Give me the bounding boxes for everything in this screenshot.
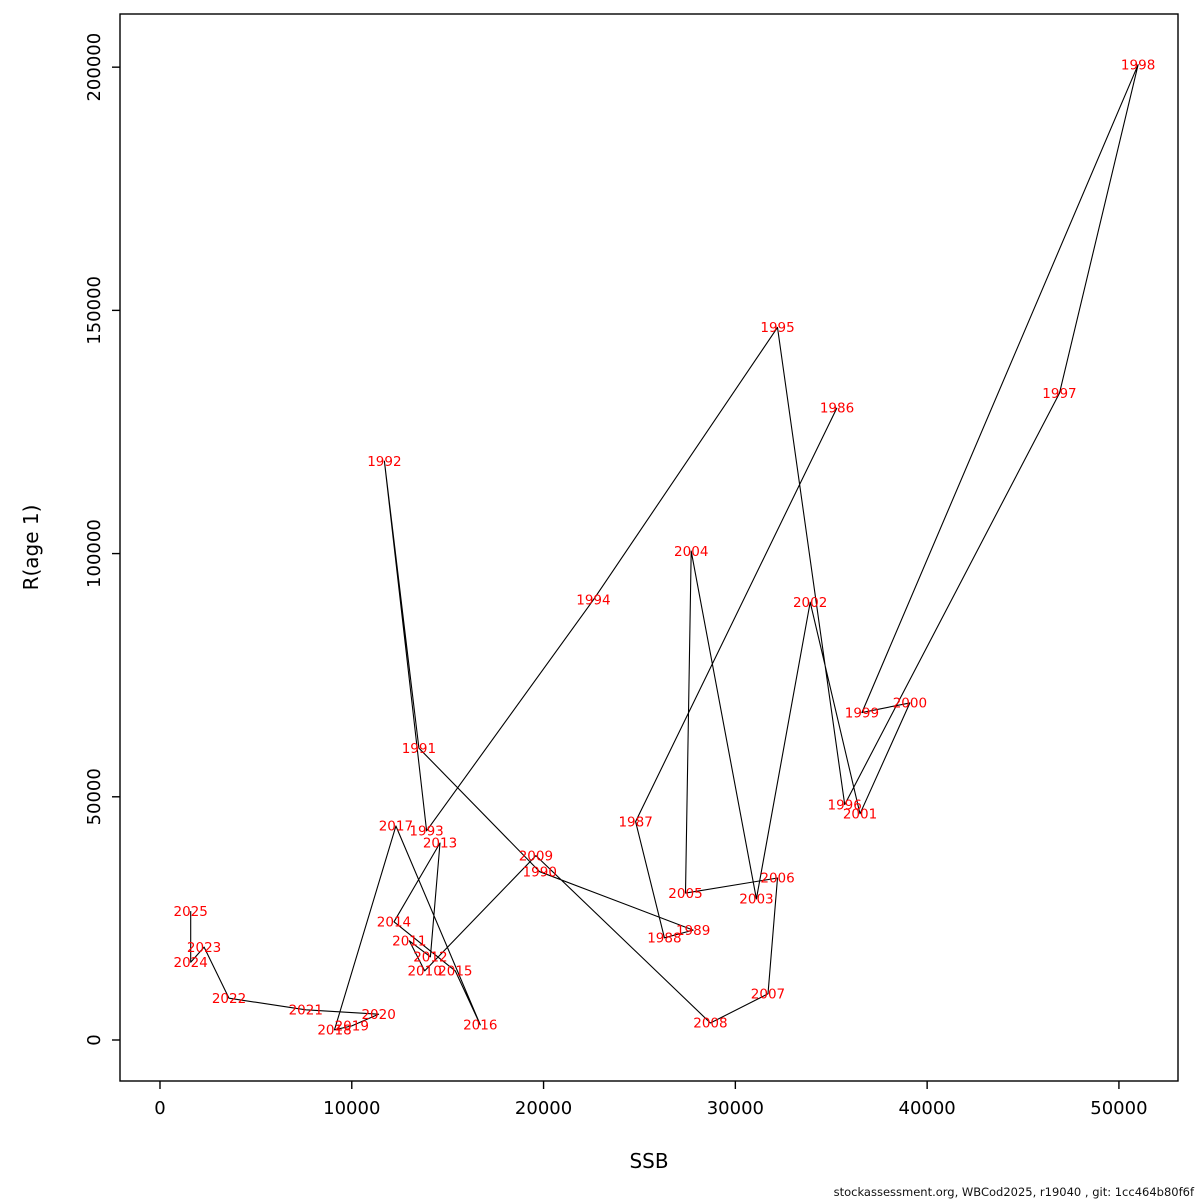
year-label-2004: 2004 — [674, 544, 708, 560]
x-tick-label: 50000 — [1090, 1098, 1147, 1119]
year-label-1991: 1991 — [402, 741, 436, 757]
year-label-2015: 2015 — [438, 964, 472, 980]
year-label-2005: 2005 — [668, 886, 702, 902]
year-label-2011: 2011 — [392, 933, 426, 949]
year-label-1996: 1996 — [827, 797, 861, 813]
year-label-2023: 2023 — [187, 940, 221, 956]
year-label-2002: 2002 — [793, 595, 827, 611]
year-label-1988: 1988 — [647, 931, 681, 947]
y-tick-label: 0 — [84, 1034, 105, 1045]
year-label-2001: 2001 — [843, 807, 877, 823]
y-tick-label: 50000 — [84, 768, 105, 825]
year-label-1986: 1986 — [820, 400, 854, 416]
year-label-2009: 2009 — [519, 848, 553, 864]
year-label-2021: 2021 — [289, 1003, 323, 1019]
data-line — [190, 64, 1139, 1031]
year-label-1998: 1998 — [1121, 57, 1155, 73]
year-label-2022: 2022 — [212, 991, 246, 1007]
y-tick-label: 200000 — [84, 33, 105, 102]
year-label-2007: 2007 — [751, 987, 785, 1003]
year-label-2018: 2018 — [317, 1023, 351, 1039]
year-label-2000: 2000 — [893, 696, 927, 712]
year-label-2014: 2014 — [377, 915, 411, 931]
year-label-1993: 1993 — [409, 824, 443, 840]
x-tick-label: 30000 — [707, 1098, 764, 1119]
year-label-2025: 2025 — [173, 904, 207, 920]
year-label-2012: 2012 — [413, 950, 447, 966]
y-axis-title: R(age 1) — [19, 505, 43, 591]
year-label-2024: 2024 — [173, 955, 207, 971]
year-label-2016: 2016 — [463, 1018, 497, 1034]
year-label-1994: 1994 — [576, 593, 610, 609]
year-label-2006: 2006 — [760, 871, 794, 887]
year-label-2017: 2017 — [379, 819, 413, 835]
year-label-1997: 1997 — [1042, 386, 1076, 402]
recruitment-trajectory-line — [190, 64, 1139, 1031]
y-tick-label: 100000 — [84, 519, 105, 588]
year-label-1987: 1987 — [618, 814, 652, 830]
year-label-1990: 1990 — [523, 864, 557, 880]
year-label-2013: 2013 — [423, 836, 457, 852]
year-label-1995: 1995 — [760, 320, 794, 336]
x-tick-label: 40000 — [899, 1098, 956, 1119]
year-label-2010: 2010 — [407, 964, 441, 980]
year-label-2019: 2019 — [335, 1019, 369, 1035]
year-label-1989: 1989 — [676, 923, 710, 939]
x-axis: 0 10000 20000 30000 40000 50000 — [154, 1081, 1148, 1119]
y-axis: 0 50000 100000 150000 200000 — [84, 33, 120, 1046]
year-label-2020: 2020 — [361, 1007, 395, 1023]
x-tick-label: 0 — [154, 1098, 165, 1119]
plot-border — [119, 13, 1179, 1082]
year-label-2008: 2008 — [693, 1016, 727, 1032]
year-label-1999: 1999 — [845, 705, 879, 721]
y-tick-label: 150000 — [84, 276, 105, 345]
year-label-1992: 1992 — [367, 454, 401, 470]
x-tick-label: 20000 — [515, 1098, 572, 1119]
year-label-2003: 2003 — [739, 892, 773, 908]
footer-note: stockassessment.org, WBCod2025, r19040 ,… — [834, 1185, 1195, 1199]
x-axis-title: SSB — [629, 1149, 668, 1173]
x-tick-label: 10000 — [323, 1098, 380, 1119]
